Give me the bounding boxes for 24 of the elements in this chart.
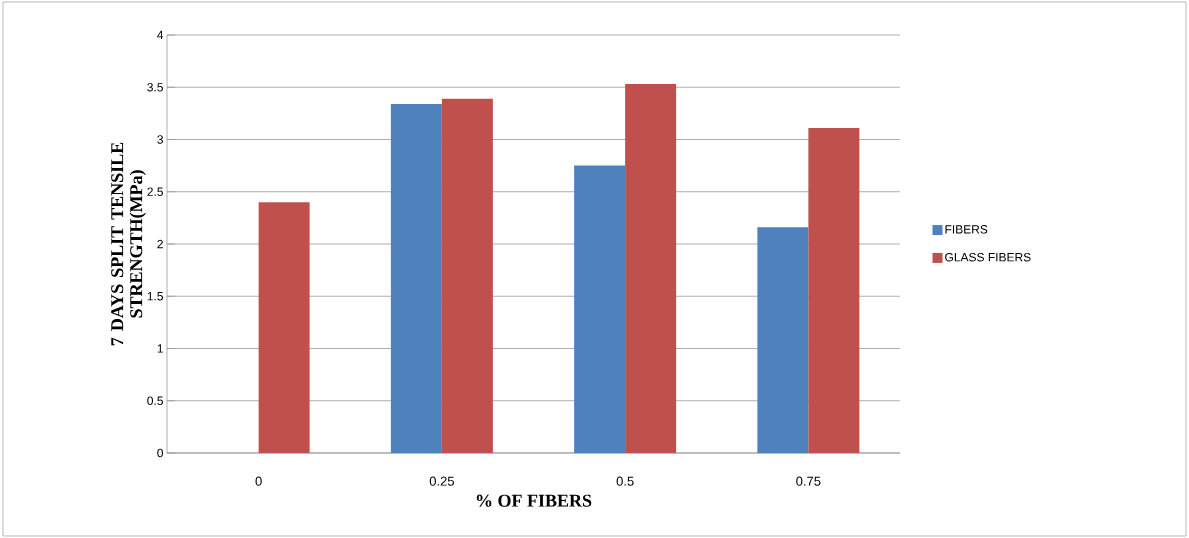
y-tick-label: 1 <box>157 344 163 353</box>
y-tick-label: 4 <box>157 30 164 40</box>
bar <box>390 103 442 453</box>
y-tick-label: 2 <box>157 239 163 249</box>
x-tick-label: 0.75 <box>796 476 821 486</box>
x-axis-title: % OF FIBERS <box>476 494 592 507</box>
x-tick-label: 0 <box>255 476 262 486</box>
x-tick-label: 0.5 <box>616 476 634 486</box>
bar <box>258 202 310 453</box>
bar <box>808 128 860 453</box>
bar <box>441 98 493 453</box>
legend-label: GLASS FIBERS <box>945 253 1031 262</box>
y-tick-label: 0.5 <box>147 396 163 405</box>
bar <box>625 84 677 453</box>
y-tick-label: 3 <box>157 135 163 144</box>
y-tick-label: 1.5 <box>147 292 163 301</box>
y-tick-label: 0 <box>157 448 164 458</box>
bar <box>574 165 626 453</box>
x-tick-label: 0.25 <box>429 476 454 486</box>
y-tick-label: 2.5 <box>147 187 163 196</box>
y-tick-label: 3.5 <box>147 83 163 92</box>
legend-label: FIBERS <box>945 225 988 234</box>
y-axis-title: 7 DAYS SPLIT TENSILE STRENGTH(MPa) <box>111 142 146 346</box>
bar <box>757 227 809 453</box>
